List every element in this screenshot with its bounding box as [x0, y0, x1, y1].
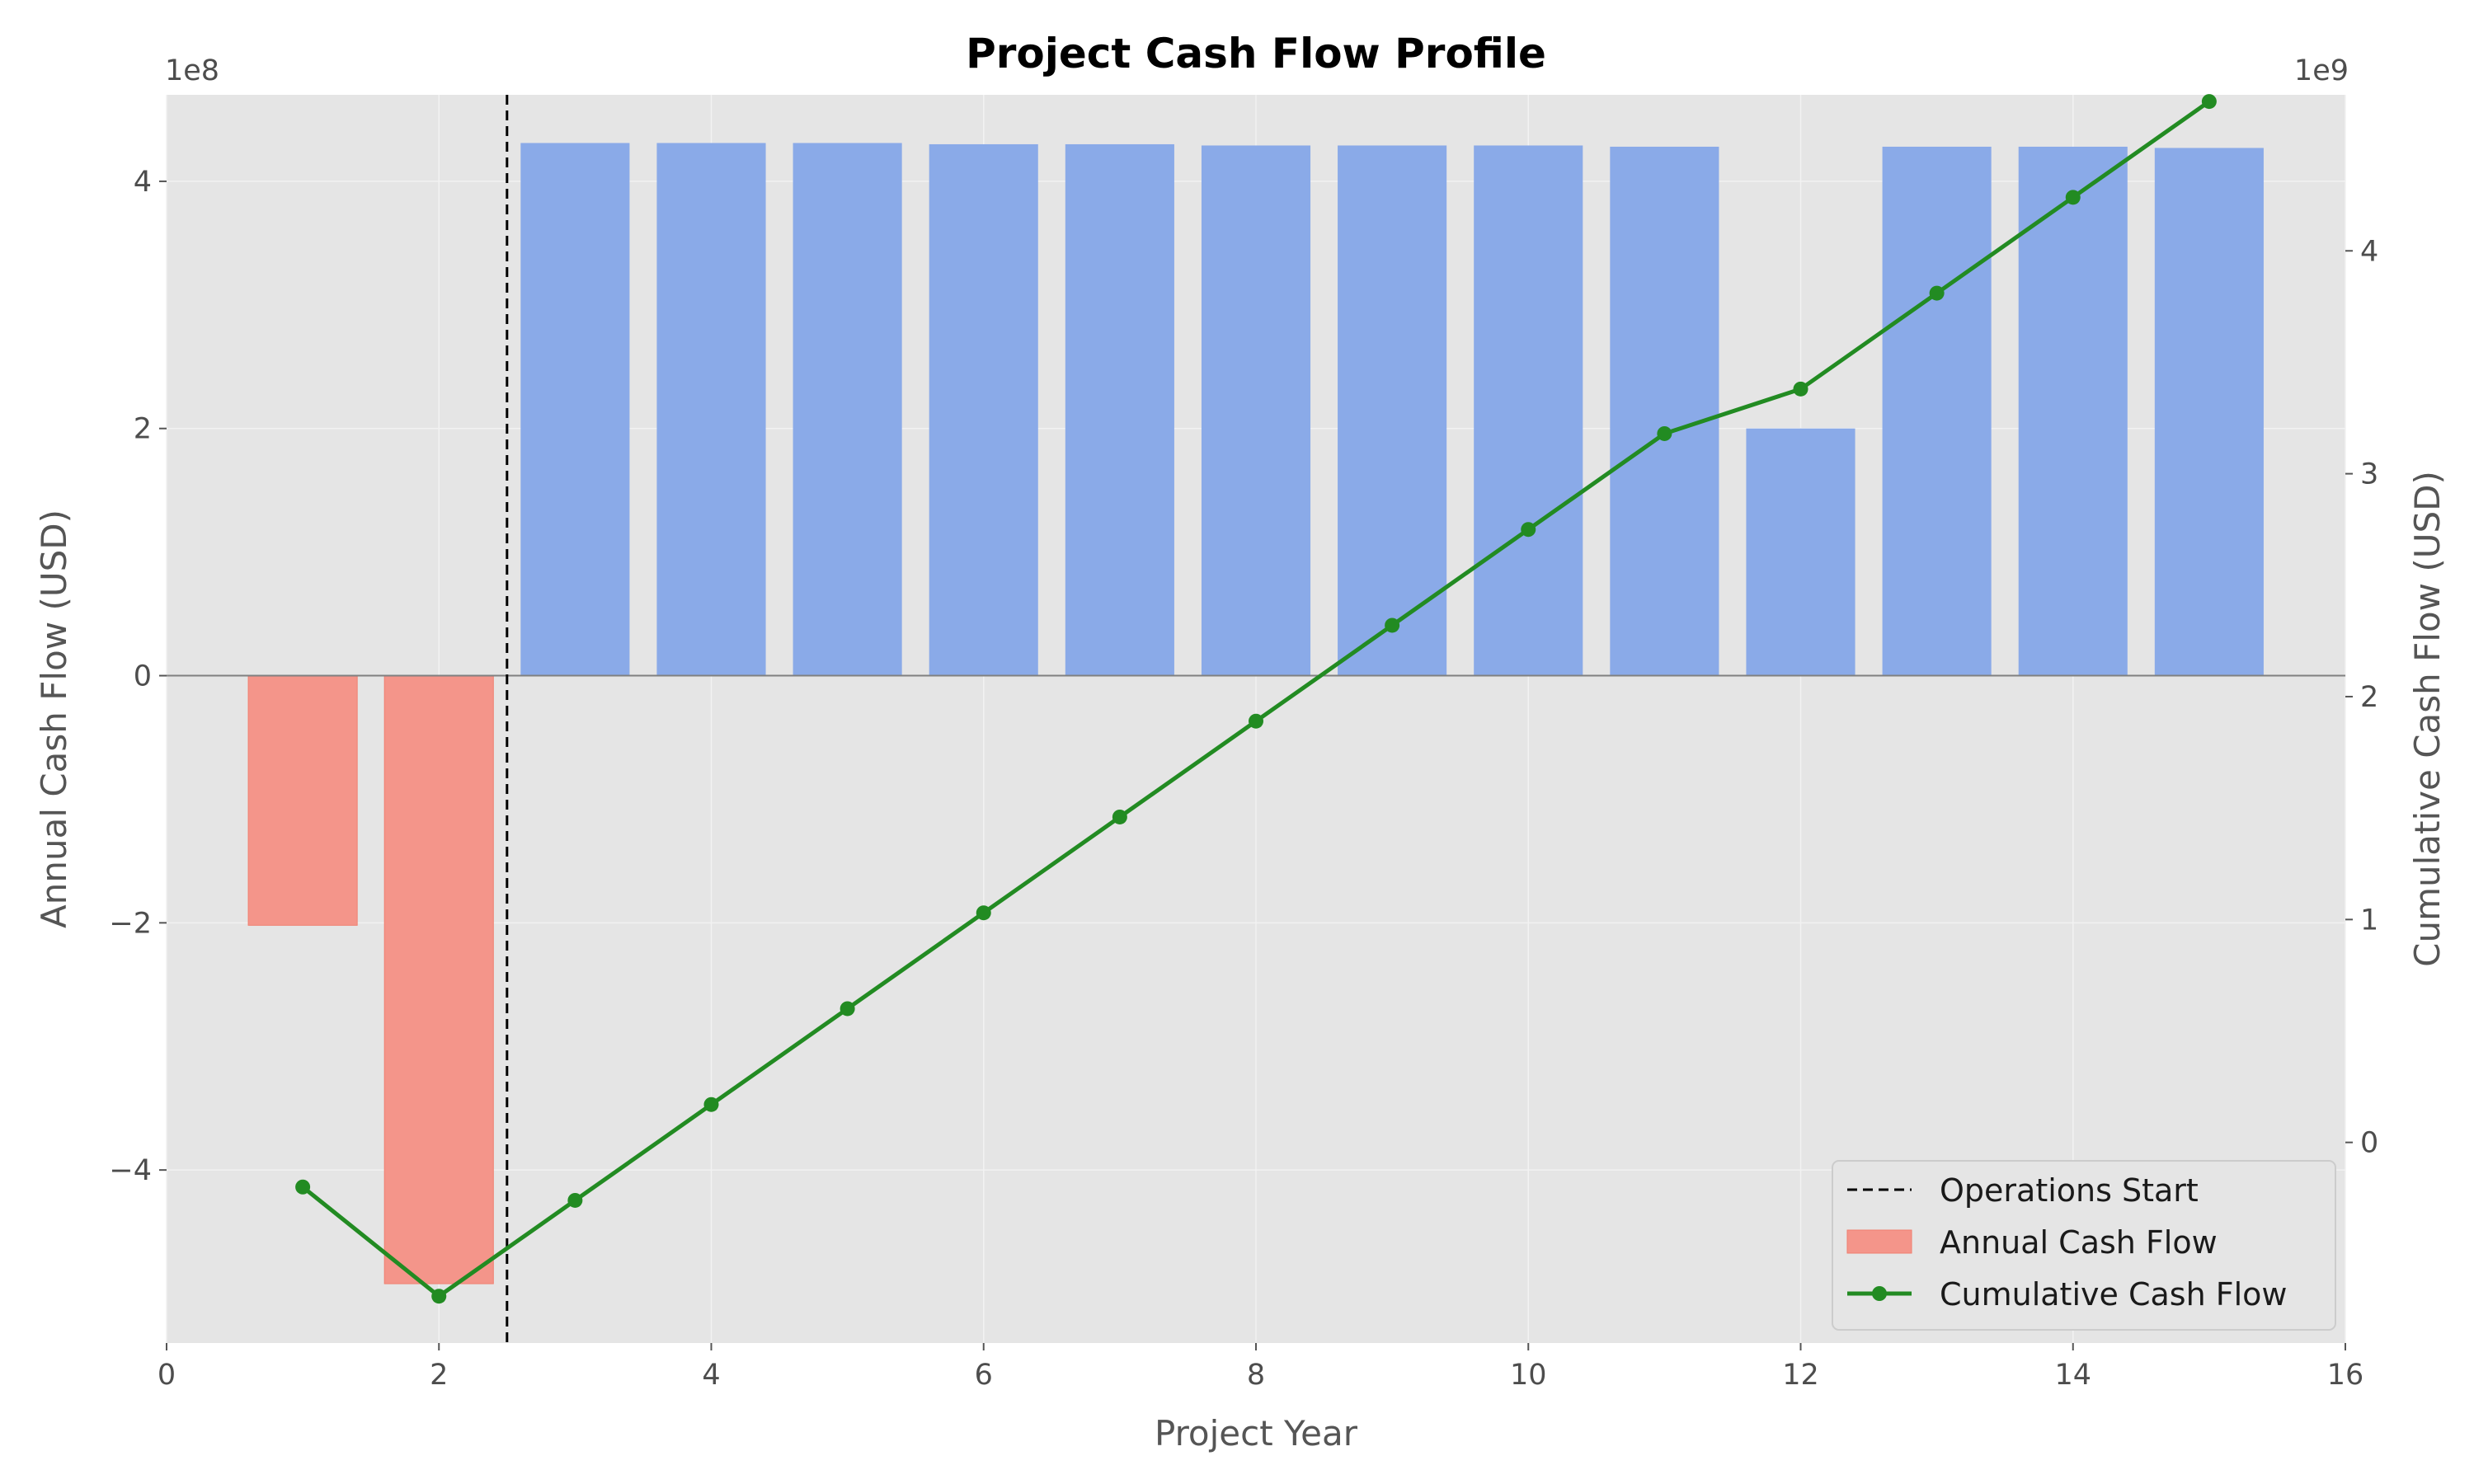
right-tick-label: 2 — [2360, 681, 2378, 714]
cumulative-point — [1793, 381, 1808, 397]
x-tick-label: 14 — [2054, 1359, 2091, 1392]
right-tick-label: 1 — [2360, 904, 2378, 937]
cumulative-point — [1521, 522, 1536, 538]
legend-annual-swatch — [1846, 1229, 1912, 1254]
legend: Operations Start Annual Cash Flow Cumula… — [1832, 1160, 2336, 1331]
legend-operations-start-label: Operations Start — [1940, 1172, 2199, 1209]
bar — [929, 143, 1038, 676]
right-axis-ticks: 0 1 2 3 4 — [2345, 235, 2378, 1160]
legend-annual-label: Annual Cash Flow — [1940, 1224, 2218, 1261]
left-axis-ticks: −4 −2 0 2 4 — [109, 166, 167, 1187]
bar — [1882, 146, 1992, 676]
cumulative-point — [1929, 285, 1945, 301]
cumulative-point — [1385, 618, 1400, 633]
cumulative-point — [2201, 94, 2217, 110]
bars — [247, 143, 2264, 1284]
x-axis-ticks: 0 2 4 6 8 10 12 14 16 — [158, 1343, 2363, 1392]
cumulative-line — [295, 94, 2217, 1304]
cumulative-point — [2065, 190, 2081, 205]
right-axis-label: Cumulative Cash Flow (USD) — [2407, 471, 2448, 967]
x-tick-label: 16 — [2327, 1359, 2364, 1392]
right-tick-label: 3 — [2360, 458, 2378, 491]
x-tick-label: 4 — [702, 1359, 720, 1392]
left-tick-label: −4 — [109, 1154, 152, 1187]
bar — [793, 143, 902, 676]
bar — [1201, 145, 1311, 676]
bar — [1610, 146, 1719, 676]
left-axis-label: Annual Cash Flow (USD) — [34, 510, 74, 928]
cumulative-point — [1112, 809, 1127, 824]
cumulative-point — [295, 1179, 311, 1195]
bar — [2154, 148, 2264, 676]
cumulative-point — [1657, 425, 1672, 441]
x-tick-label: 10 — [1510, 1359, 1547, 1392]
left-tick-label: 2 — [134, 413, 152, 446]
cumulative-point — [703, 1097, 719, 1112]
cumulative-point — [976, 905, 991, 921]
legend-cumulative-label: Cumulative Cash Flow — [1940, 1276, 2288, 1313]
legend-cumulative-marker — [1872, 1286, 1887, 1301]
legend-box — [1832, 1160, 2336, 1331]
bar — [247, 675, 358, 926]
left-tick-label: 0 — [134, 660, 152, 693]
left-tick-label: −2 — [109, 907, 152, 940]
x-axis-label: Project Year — [1155, 1413, 1358, 1453]
right-tick-label: 0 — [2360, 1127, 2378, 1160]
bar — [2018, 146, 2128, 676]
right-offset-label: 1e9 — [2294, 54, 2349, 87]
cumulative-point — [567, 1192, 583, 1208]
x-tick-label: 6 — [975, 1359, 993, 1392]
chart-title: Project Cash Flow Profile — [966, 30, 1546, 77]
x-tick-label: 8 — [1247, 1359, 1265, 1392]
cumulative-point — [1249, 713, 1263, 729]
cumulative-point — [431, 1289, 447, 1304]
left-offset-label: 1e8 — [165, 54, 219, 87]
left-tick-label: 4 — [134, 166, 152, 199]
x-tick-label: 0 — [158, 1359, 176, 1392]
x-tick-label: 12 — [1782, 1359, 1819, 1392]
bar — [1746, 428, 1856, 676]
bar — [1474, 145, 1583, 676]
bar — [656, 143, 766, 676]
bar — [520, 143, 630, 676]
x-tick-label: 2 — [430, 1359, 448, 1392]
right-tick-label: 4 — [2360, 235, 2378, 268]
bar — [1065, 143, 1174, 676]
bar — [1338, 145, 1447, 676]
bar — [383, 675, 494, 1284]
cumulative-point — [840, 1001, 855, 1017]
